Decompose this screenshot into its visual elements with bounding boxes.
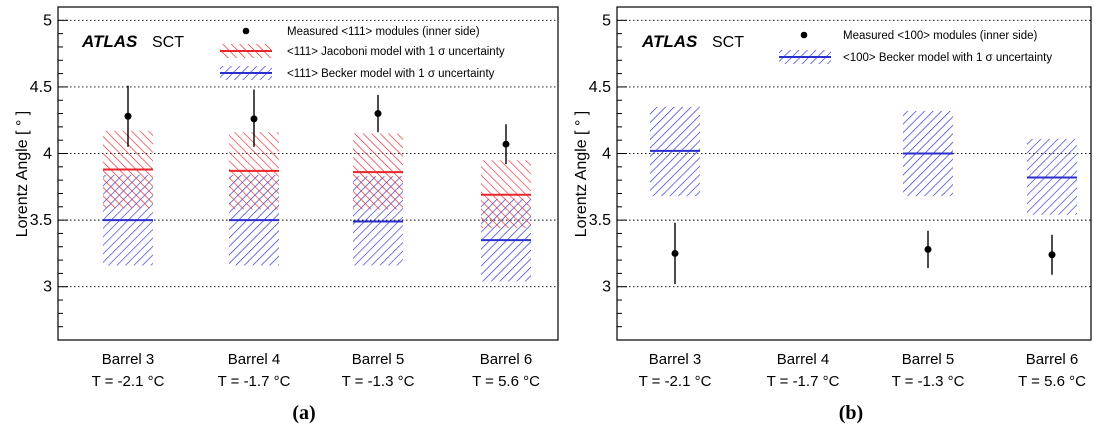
panel-b-label: (b) bbox=[839, 402, 863, 424]
panel-a-atlas-label: ATLAS bbox=[81, 32, 138, 51]
measured-point bbox=[1048, 251, 1056, 259]
legend-label-becker: <100> Becker model with 1 σ uncertainty bbox=[843, 52, 1052, 64]
panel-a-grid bbox=[58, 19, 558, 288]
category-temperature-label: T = -1.7 °C bbox=[218, 373, 291, 390]
category-barrel-label: Barrel 4 bbox=[777, 351, 830, 368]
measured-point bbox=[502, 140, 510, 148]
category-temperature-label: T = -2.1 °C bbox=[639, 373, 712, 390]
category-barrel-label: Barrel 6 bbox=[1026, 351, 1079, 368]
legend-label-measured: Measured <100> modules (inner side) bbox=[843, 30, 1038, 42]
y-tick-label: 3 bbox=[602, 279, 611, 296]
category-barrel-label: Barrel 3 bbox=[649, 351, 702, 368]
y-tick-label: 3.5 bbox=[30, 212, 52, 229]
measured-point bbox=[924, 245, 932, 253]
panel-a-sct-label: SCT bbox=[152, 34, 184, 51]
legend-marker-measured bbox=[800, 31, 808, 39]
category-barrel-label: Barrel 4 bbox=[228, 351, 281, 368]
panel-a-label: (a) bbox=[292, 402, 315, 424]
legend-label-measured: Measured <111> modules (inner side) bbox=[287, 26, 480, 38]
legend-label-jacoboni: <111> Jacoboni model with 1 σ uncertaint… bbox=[287, 46, 505, 58]
panel-a-measured-points bbox=[124, 85, 510, 165]
panel-b-category-labels: Barrel 3 T = -2.1 °C Barrel 4 T = -1.7 °C Ba… bbox=[639, 351, 1087, 390]
category-temperature-label: T = -2.1 °C bbox=[92, 373, 165, 390]
panel-a-model1-bands bbox=[103, 130, 531, 229]
category-temperature-label: T = 5.6 °C bbox=[472, 373, 540, 390]
panel-b-measured-points bbox=[671, 222, 1056, 285]
panel-b-y-ticks: 3 3.5 4 4.5 5 bbox=[589, 6, 627, 341]
category-temperature-label: T = -1.3 °C bbox=[342, 373, 415, 390]
y-tick-label: 3.5 bbox=[589, 212, 611, 229]
panel-b-frame bbox=[616, 6, 1092, 341]
category-temperature-label: T = -1.3 °C bbox=[892, 373, 965, 390]
panel-b-model2-bands bbox=[650, 106, 1077, 215]
measured-point bbox=[671, 249, 679, 257]
y-tick-label: 4.5 bbox=[30, 79, 52, 96]
panel-a-y-ticks: 3 3.5 4 4.5 5 bbox=[30, 6, 68, 341]
measured-point bbox=[124, 112, 132, 120]
legend-marker-measured bbox=[242, 27, 250, 35]
y-tick-label: 3 bbox=[43, 279, 52, 296]
panel-a-frame bbox=[57, 6, 559, 341]
panel-b-atlas-label: ATLAS bbox=[641, 32, 698, 51]
panel-a-model2-bands bbox=[103, 174, 531, 282]
panel-b-sct-label: SCT bbox=[712, 34, 744, 51]
y-tick-label: 5 bbox=[43, 12, 52, 29]
category-temperature-label: T = 5.6 °C bbox=[1018, 373, 1086, 390]
y-tick-label: 4 bbox=[602, 146, 611, 163]
panel-a: 33.544.55 Lorentz Angle [ ° ] ATLAS SCT … bbox=[14, 6, 559, 424]
panel-b-legend: Measured <100> modules (inner side) <100… bbox=[779, 30, 1052, 64]
category-barrel-label: Barrel 5 bbox=[902, 351, 955, 368]
legend-label-becker: <111> Becker model with 1 σ uncertainty bbox=[287, 68, 495, 80]
y-tick-label: 5 bbox=[602, 12, 611, 29]
y-tick-label: 4.5 bbox=[589, 79, 611, 96]
panel-a-y-axis-label: Lorentz Angle [ ° ] bbox=[14, 111, 31, 237]
panel-b-grid bbox=[617, 19, 1091, 288]
y-tick-label: 4 bbox=[43, 146, 52, 163]
category-barrel-label: Barrel 5 bbox=[352, 351, 405, 368]
panel-a-legend: Measured <111> modules (inner side) <111… bbox=[220, 26, 505, 80]
panel-a-category-labels: Barrel 3 T = -2.1 °C Barrel 4 T = -1.7 °C Ba… bbox=[92, 351, 541, 390]
panel-b: 33.544.55 Lorentz Angle [ ° ] ATLAS SCT … bbox=[573, 6, 1092, 424]
category-temperature-label: T = -1.7 °C bbox=[767, 373, 840, 390]
category-barrel-label: Barrel 6 bbox=[480, 351, 533, 368]
measured-point bbox=[250, 115, 258, 123]
category-barrel-label: Barrel 3 bbox=[102, 351, 155, 368]
panel-b-y-axis-label: Lorentz Angle [ ° ] bbox=[573, 111, 590, 237]
measured-point bbox=[374, 110, 382, 118]
